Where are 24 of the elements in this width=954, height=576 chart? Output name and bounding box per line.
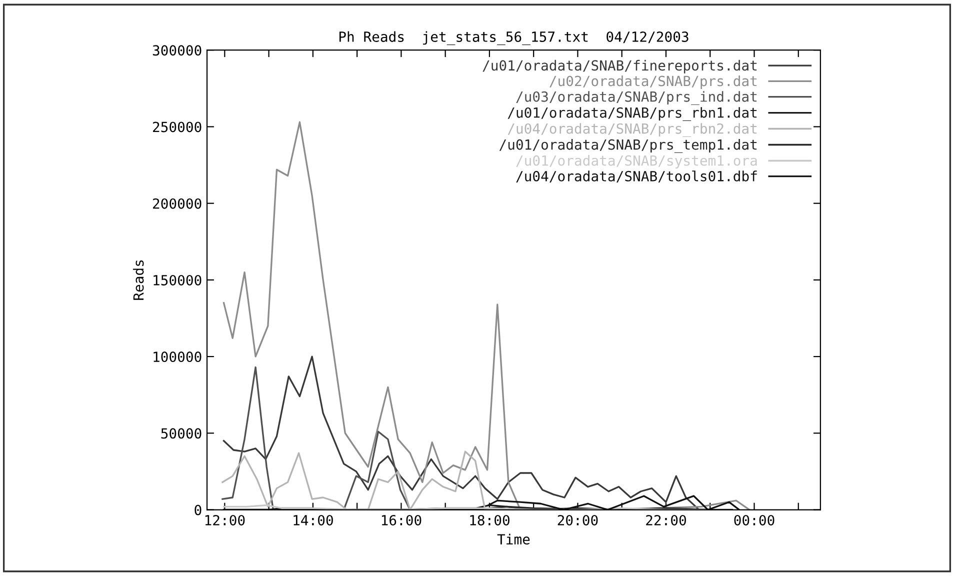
y-tick-label: 50000 <box>161 428 202 439</box>
x-tick-label: 14:00 <box>294 514 333 526</box>
x-tick-label: 18:00 <box>470 514 510 526</box>
y-tick-label: 200000 <box>153 198 202 209</box>
y-tick-label: 300000 <box>152 45 202 56</box>
legend-label: /u04/oradata/SNAB/tools01.dbf <box>516 170 757 182</box>
y-tick-label: 0 <box>194 504 202 516</box>
legend-label: /u01/oradata/SNAB/prs_temp1.dat <box>499 139 757 153</box>
y-axis-title: Reads <box>132 260 144 300</box>
x-tick-label: 12:00 <box>205 514 245 526</box>
legend-label: /u01/oradata/SNAB/finereports.dat <box>482 60 757 74</box>
y-tick-label: 150000 <box>154 274 202 286</box>
legend-label: /u01/oradata/SNAB/prs_rbn1.dat <box>508 107 757 121</box>
legend-label: /u04/oradata/SNAB/prs_rbn2.dat <box>508 123 757 137</box>
x-tick-label: 20:00 <box>558 514 598 526</box>
x-tick-label: 00:00 <box>734 514 774 526</box>
legend-label: /u02/oradata/SNAB/prs.dat <box>550 76 757 89</box>
legend-label: /u03/oradata/SNAB/prs_ind.dat <box>516 91 757 105</box>
y-tick-label: 100000 <box>154 352 202 362</box>
x-axis-title: Time <box>497 534 530 545</box>
chart-title: Ph Reads jet_stats_56_157.txt 04/12/2003 <box>339 31 688 46</box>
x-tick-label: 22:00 <box>646 514 686 526</box>
y-tick-label: 250000 <box>153 122 202 132</box>
x-tick-label: 16:00 <box>382 514 422 526</box>
